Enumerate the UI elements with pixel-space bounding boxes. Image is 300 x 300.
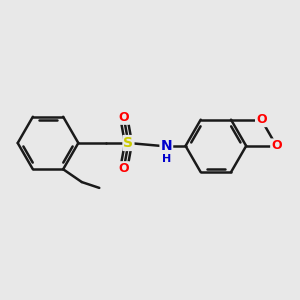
Text: O: O bbox=[118, 111, 129, 124]
Text: N: N bbox=[160, 139, 172, 153]
Text: O: O bbox=[271, 140, 282, 152]
Text: O: O bbox=[118, 162, 129, 175]
Text: H: H bbox=[162, 154, 171, 164]
Text: O: O bbox=[256, 113, 267, 126]
Text: S: S bbox=[123, 136, 134, 150]
